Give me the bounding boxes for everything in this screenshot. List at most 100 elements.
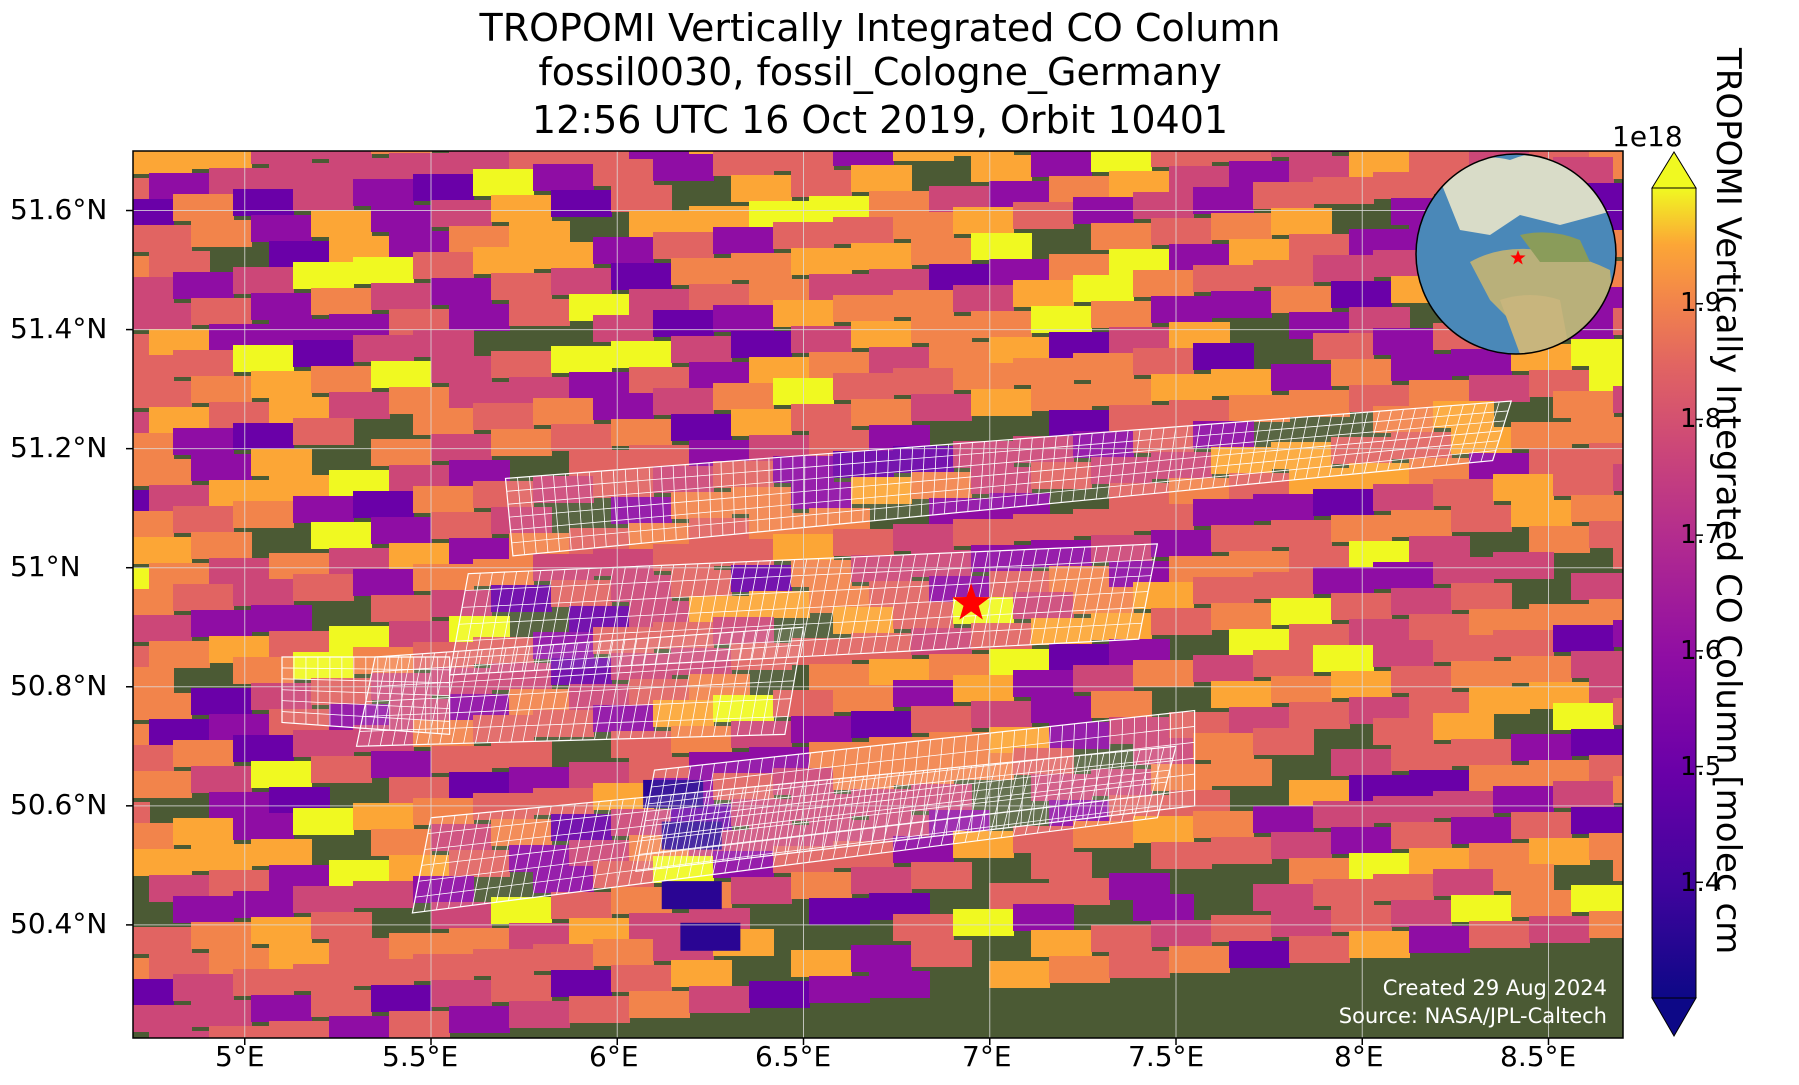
co-pixel xyxy=(791,872,852,899)
source-credit-text: Source: NASA/JPL-Caltech xyxy=(1338,1004,1607,1028)
co-pixel xyxy=(1613,230,1623,257)
co-pixel xyxy=(1313,333,1374,360)
co-pixel xyxy=(233,111,294,138)
co-pixel xyxy=(671,414,732,441)
co-pixel xyxy=(713,383,774,410)
co-pixel xyxy=(311,366,372,393)
co-pixel xyxy=(1151,374,1212,401)
co-pixel xyxy=(173,740,234,767)
co-pixel xyxy=(791,716,852,743)
co-pixel xyxy=(971,155,1032,182)
lon-tick-label: 7°E xyxy=(962,1040,1012,1073)
co-pixel xyxy=(371,439,432,466)
co-pixel xyxy=(431,980,492,1007)
co-pixel xyxy=(629,991,690,1018)
co-pixel xyxy=(533,398,594,425)
co-pixel xyxy=(1571,495,1623,522)
co-pixel xyxy=(1553,1,1614,28)
co-pixel xyxy=(1373,172,1434,199)
co-pixel xyxy=(1133,36,1194,63)
co-pixel xyxy=(791,950,852,977)
co-pixel xyxy=(1211,291,1272,318)
co-pixel xyxy=(473,91,534,118)
co-pixel xyxy=(611,419,672,446)
co-pixel xyxy=(413,174,474,201)
co-pixel xyxy=(911,238,972,265)
co-pixel xyxy=(1373,94,1434,121)
co-pixel xyxy=(473,949,534,976)
lat-tick-label: 51.6°N xyxy=(10,193,108,226)
co-pixel xyxy=(1511,656,1572,683)
co-pixel xyxy=(713,227,774,254)
co-pixel xyxy=(1091,301,1152,328)
co-pixel xyxy=(1433,869,1494,896)
co-pixel xyxy=(71,230,132,257)
co-pixel xyxy=(71,620,132,647)
co-pixel xyxy=(893,290,954,317)
co-pixel xyxy=(1391,510,1452,537)
co-pixel xyxy=(389,1011,450,1038)
co-pixel xyxy=(1253,650,1314,677)
co-pixel xyxy=(611,341,672,368)
co-pixel xyxy=(1433,479,1494,506)
co-pixel xyxy=(173,584,234,611)
co-pixel xyxy=(353,179,414,206)
co-pixel xyxy=(533,944,594,971)
co-pixel xyxy=(713,461,774,488)
co-pixel xyxy=(1433,89,1494,116)
co-pixel xyxy=(1193,811,1254,838)
co-pixel xyxy=(1049,722,1110,749)
co-pixel xyxy=(1091,379,1152,406)
co-pixel xyxy=(133,745,174,772)
co-pixel xyxy=(1493,552,1554,579)
co-pixel xyxy=(191,376,252,403)
co-pixel xyxy=(911,472,972,499)
co-pixel xyxy=(1469,63,1530,90)
co-pixel xyxy=(133,771,192,798)
co-pixel xyxy=(593,237,654,264)
co-pixel xyxy=(653,154,714,181)
co-pixel xyxy=(1313,489,1374,516)
co-pixel xyxy=(1571,807,1623,834)
co-pixel xyxy=(551,892,612,919)
colorbar-ticks xyxy=(1696,302,1703,884)
co-pixel xyxy=(713,151,774,176)
co-pixel xyxy=(1211,759,1272,786)
created-date-text: Created 29 Aug 2024 xyxy=(1382,976,1607,1000)
co-pixel xyxy=(911,862,972,889)
co-pixel xyxy=(671,570,732,597)
co-pixel xyxy=(851,399,912,426)
co-pixel xyxy=(1271,598,1332,625)
co-pixel xyxy=(989,103,1050,130)
co-pixel xyxy=(851,243,912,270)
co-pixel xyxy=(353,959,414,986)
co-pixel xyxy=(1613,464,1623,491)
co-pixel xyxy=(133,225,192,252)
co-pixel xyxy=(1253,26,1314,53)
co-pixel xyxy=(1013,904,1074,931)
co-pixel xyxy=(1373,640,1434,667)
co-pixel xyxy=(1613,308,1623,335)
co-pixel xyxy=(953,207,1014,234)
co-pixel xyxy=(731,877,792,904)
co-pixel xyxy=(1151,296,1212,323)
co-pixel xyxy=(1253,182,1314,209)
co-pixel xyxy=(1451,817,1512,844)
co-pixel xyxy=(1391,354,1452,381)
co-pixel xyxy=(1013,202,1074,229)
co-pixel xyxy=(1211,915,1272,942)
co-pixel xyxy=(1133,114,1194,141)
co-pixel xyxy=(731,331,792,358)
co-pixel xyxy=(269,1021,330,1038)
co-pixel xyxy=(1349,931,1410,958)
co-pixel xyxy=(1271,676,1332,703)
colorbar-tick-label: 1.6 xyxy=(1680,636,1722,666)
co-pixel xyxy=(1133,738,1194,765)
co-pixel xyxy=(1391,744,1452,771)
co-pixel xyxy=(133,667,174,694)
co-pixel xyxy=(1613,74,1674,101)
co-pixel xyxy=(491,975,552,1002)
co-pixel xyxy=(233,579,294,606)
co-pixel xyxy=(1031,696,1092,723)
co-pixel xyxy=(233,189,294,216)
